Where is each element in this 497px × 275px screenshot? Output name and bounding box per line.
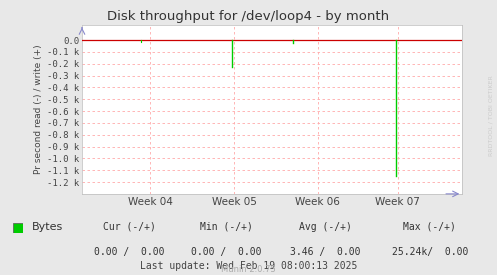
Text: Min (-/+): Min (-/+) [200, 222, 252, 232]
Text: 0.00 /  0.00: 0.00 / 0.00 [191, 247, 261, 257]
Text: Bytes: Bytes [32, 222, 64, 232]
Text: 25.24k/  0.00: 25.24k/ 0.00 [392, 247, 468, 257]
Text: Last update: Wed Feb 19 08:00:13 2025: Last update: Wed Feb 19 08:00:13 2025 [140, 261, 357, 271]
Text: Disk throughput for /dev/loop4 - by month: Disk throughput for /dev/loop4 - by mont… [107, 10, 390, 23]
Text: RRDTOOL / TOBI OETIKER: RRDTOOL / TOBI OETIKER [489, 75, 494, 156]
Text: Munin 2.0.75: Munin 2.0.75 [221, 265, 276, 274]
Text: Avg (-/+): Avg (-/+) [299, 222, 352, 232]
Text: 0.00 /  0.00: 0.00 / 0.00 [94, 247, 165, 257]
Text: Max (-/+): Max (-/+) [404, 222, 456, 232]
Y-axis label: Pr second read (-) / write (+): Pr second read (-) / write (+) [34, 45, 43, 174]
Text: Cur (-/+): Cur (-/+) [103, 222, 156, 232]
Text: 3.46 /  0.00: 3.46 / 0.00 [290, 247, 361, 257]
